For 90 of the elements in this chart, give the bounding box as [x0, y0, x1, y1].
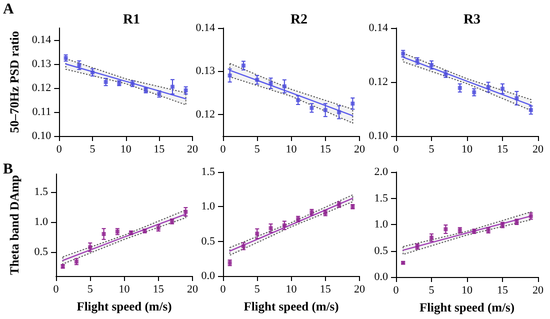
point — [282, 84, 286, 88]
x-tick-label: 10 — [118, 284, 130, 296]
y-tick-label: 0.5 — [34, 246, 48, 258]
y-tick-label: 1.5 — [201, 166, 216, 178]
point — [282, 223, 286, 228]
y-tick-label: 0.14 — [368, 22, 388, 34]
x-axis-title: Flight speed (m/s) — [76, 299, 172, 314]
chart-title: R1 — [122, 12, 140, 28]
x-tick-label: 0 — [393, 284, 400, 296]
point — [310, 106, 314, 110]
point — [458, 86, 462, 90]
y-tick-label: 0.5 — [374, 244, 388, 257]
x-tick-label: 5 — [254, 284, 260, 296]
text: B — [3, 162, 14, 178]
x-tick-label: 10 — [462, 144, 473, 156]
x-tick-label: 5 — [254, 144, 260, 156]
point — [184, 210, 188, 214]
point — [296, 98, 300, 102]
y-tick-label: 2.0 — [374, 166, 388, 178]
x-tick-label: 0 — [53, 284, 60, 296]
point — [104, 80, 108, 84]
y-tick-label: 0.13 — [196, 65, 216, 78]
point — [514, 96, 519, 100]
x-tick-label: 20 — [532, 144, 544, 156]
point — [430, 62, 434, 67]
x-tick-label: 5 — [428, 284, 435, 296]
x-tick-label: 10 — [286, 144, 298, 156]
y-tick-label: 0.13 — [32, 58, 52, 70]
y-tick-label: 0.10 — [368, 130, 388, 142]
chart-title: R3 — [463, 12, 481, 28]
y-tick-label: 0.11 — [32, 106, 52, 118]
x-tick-label: 5 — [428, 144, 435, 156]
y-tick-label: 0.12 — [368, 76, 388, 88]
x-tick-label: 20 — [354, 284, 366, 296]
x-tick-label: 15 — [154, 144, 166, 156]
x-tick-label: 10 — [120, 144, 132, 156]
point — [323, 108, 328, 112]
x-tick-label: 15 — [497, 284, 508, 296]
x-tick-label: 15 — [152, 284, 164, 296]
x-tick-label: 0 — [56, 144, 62, 156]
point — [255, 78, 260, 82]
y-axis-title: Theta band DAmp — [8, 174, 22, 276]
x-tick-label: 20 — [354, 144, 366, 156]
x-tick-label: 5 — [87, 284, 94, 296]
point — [268, 226, 273, 230]
x-tick-label: 20 — [187, 144, 198, 156]
x-tick-label: 20 — [532, 284, 544, 296]
x-tick-label: 0 — [393, 144, 400, 156]
y-tick-label: 0.14 — [32, 34, 52, 46]
y-tick-label: 1.0 — [201, 200, 216, 213]
x-tick-label: 15 — [320, 144, 332, 156]
x-tick-label: 10 — [286, 284, 298, 296]
y-tick-label: 0.10 — [32, 130, 52, 142]
x-tick-label: 10 — [462, 284, 473, 296]
point — [77, 63, 82, 68]
text: A — [3, 2, 14, 18]
x-axis-title: Flight speed (m/s) — [419, 300, 515, 314]
point — [268, 81, 273, 86]
x-axis-title: Flight speed (m/s) — [244, 299, 339, 314]
point — [88, 245, 92, 250]
y-tick-label: 0.5 — [201, 235, 216, 248]
point — [500, 86, 504, 91]
x-tick-label: 0 — [220, 284, 226, 296]
point — [241, 64, 246, 68]
y-axis-title: 50–70Hz PSD ratio — [8, 30, 22, 134]
x-tick-label: 15 — [320, 284, 332, 296]
point — [430, 236, 434, 240]
y-tick-label: 0.0 — [374, 271, 388, 283]
y-tick-label: 1.5 — [374, 192, 388, 204]
point — [255, 232, 260, 236]
point — [228, 74, 232, 78]
chart-title: R2 — [290, 12, 308, 28]
y-tick-label: 1.0 — [374, 218, 388, 230]
y-tick-label: 1.5 — [34, 186, 48, 198]
point — [337, 110, 342, 114]
x-tick-label: 0 — [220, 144, 226, 156]
x-tick-label: 15 — [497, 144, 508, 156]
point — [444, 227, 448, 232]
y-tick-label: 0.12 — [196, 108, 215, 120]
y-tick-label: 0.0 — [201, 270, 216, 282]
x-tick-label: 5 — [90, 144, 96, 156]
y-tick-label: 0.14 — [196, 22, 216, 34]
point — [102, 232, 106, 236]
y-tick-label: 1.0 — [34, 216, 48, 228]
point — [350, 102, 355, 106]
point — [170, 84, 174, 89]
x-tick-label: 20 — [187, 284, 198, 296]
point — [486, 85, 490, 90]
point — [528, 108, 533, 112]
y-tick-label: 0.12 — [32, 82, 52, 94]
